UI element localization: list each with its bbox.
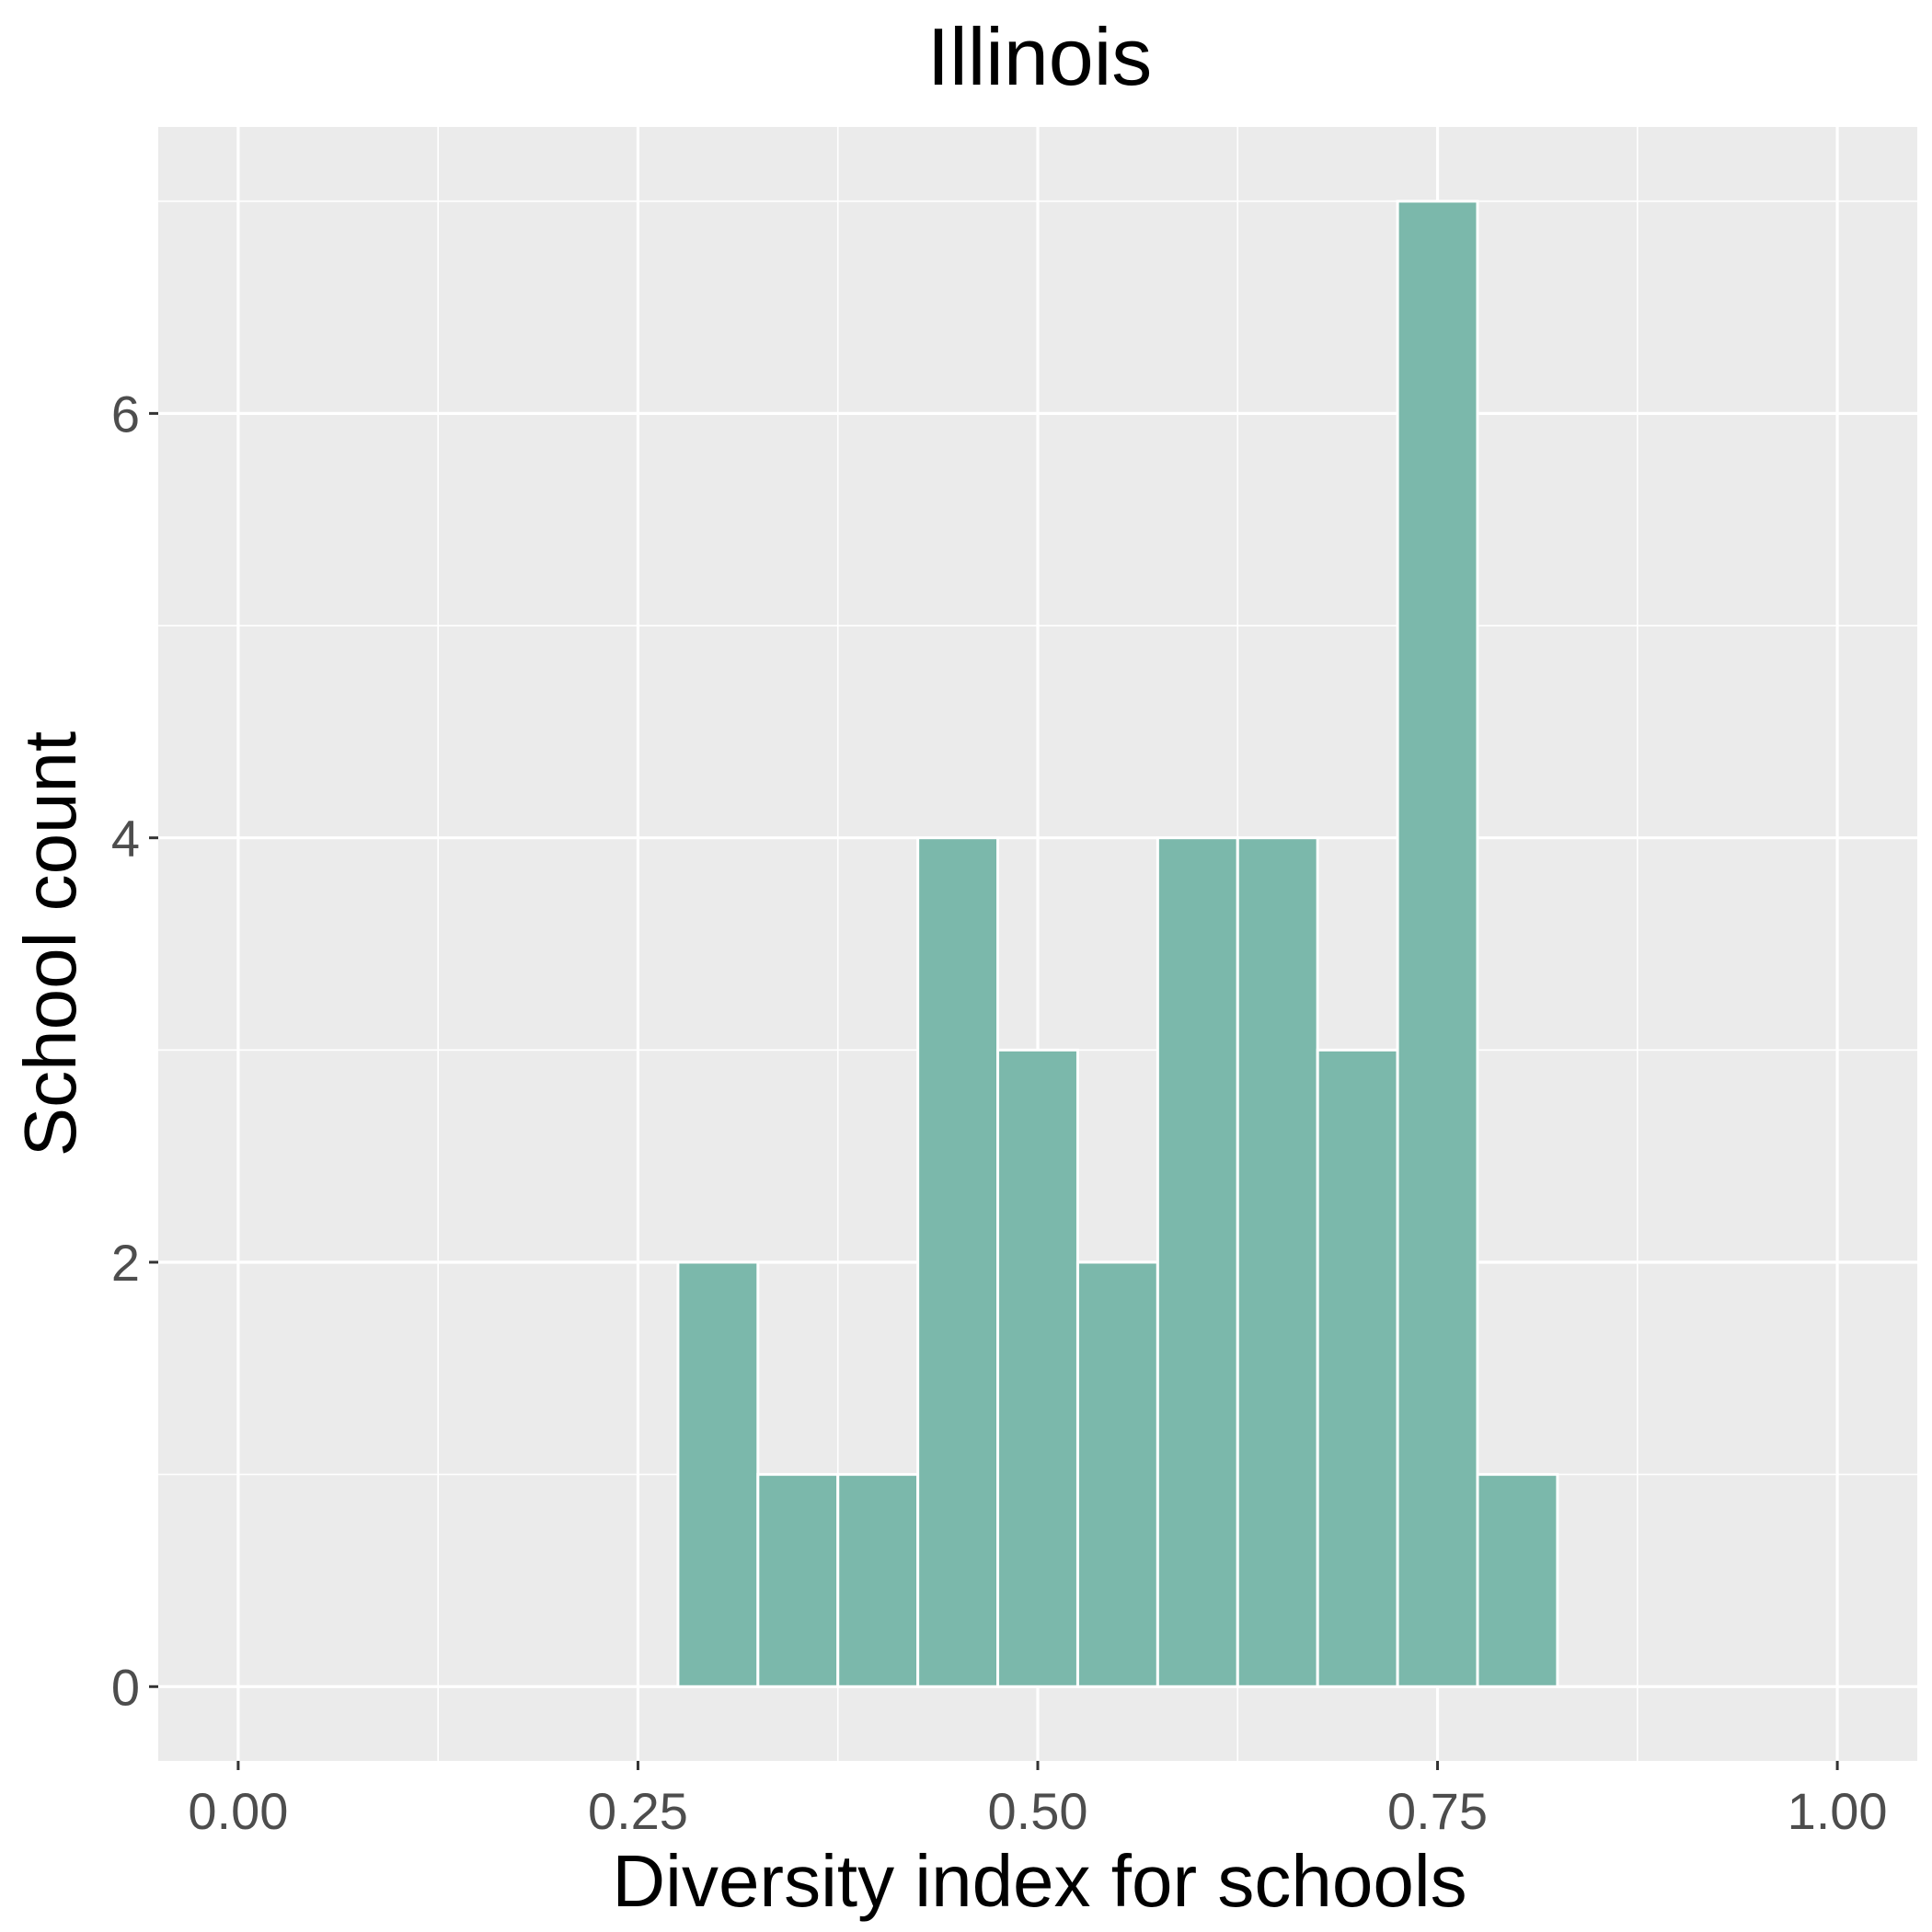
chart-title: Illinois [927,11,1153,102]
histogram-bar [1236,836,1319,1688]
histogram-bar [1476,1473,1559,1688]
bars [676,200,1559,1688]
histogram-bar [1156,836,1239,1688]
histogram-bar [1396,200,1479,1688]
y-tick-label: 0 [111,1658,140,1716]
histogram-bar [1316,1048,1399,1688]
x-tick-label: 1.00 [1788,1782,1888,1840]
histogram-bar [756,1473,840,1688]
histogram-bar [996,1048,1079,1688]
histogram-bar [836,1473,920,1688]
x-axis-title: Diversity index for schools [612,1840,1466,1922]
histogram-bar [916,836,1000,1688]
x-tick-label: 0.25 [588,1782,688,1840]
axes: 0 2 4 6 0.00 0.25 0.50 0.75 1.00 [111,385,1888,1840]
x-tick-label: 0.75 [1387,1782,1488,1840]
y-tick-label: 2 [111,1234,140,1292]
histogram-bar [676,1260,760,1688]
y-tick-label: 6 [111,385,140,443]
x-tick-label: 0.50 [988,1782,1088,1840]
histogram-bar [1075,1260,1159,1688]
x-tick-label: 0.00 [188,1782,288,1840]
y-axis-title: School count [9,731,91,1157]
y-tick-label: 4 [111,810,140,868]
